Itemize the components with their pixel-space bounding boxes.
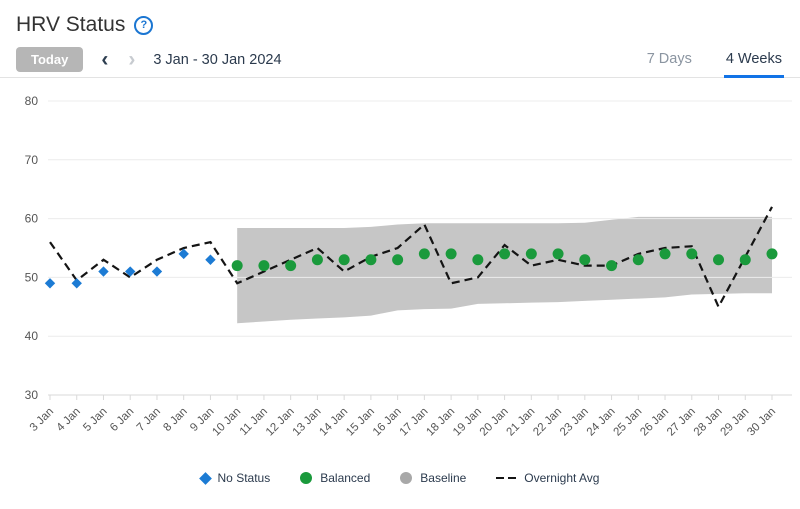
legend-item-overnight-avg: Overnight Avg — [496, 471, 599, 485]
legend-item-no-status: No Status — [198, 471, 271, 485]
svg-text:15 Jan: 15 Jan — [344, 406, 377, 439]
legend-label-overnight-avg: Overnight Avg — [524, 471, 600, 485]
svg-text:8 Jan: 8 Jan — [161, 406, 189, 434]
svg-text:30: 30 — [25, 388, 39, 402]
chart-legend: No Status Balanced Baseline Overnight Av… — [0, 460, 800, 485]
header: HRV Status ? — [0, 0, 800, 42]
svg-text:27 Jan: 27 Jan — [665, 406, 698, 439]
svg-text:80: 80 — [25, 94, 39, 108]
toolbar-left: Today ‹ › 3 Jan - 30 Jan 2024 — [16, 42, 645, 77]
svg-text:14 Jan: 14 Jan — [317, 406, 350, 439]
svg-text:25 Jan: 25 Jan — [612, 406, 645, 439]
svg-text:50: 50 — [25, 270, 39, 284]
svg-text:5 Jan: 5 Jan — [81, 406, 109, 434]
prev-period-button[interactable]: ‹ — [101, 48, 109, 71]
no-status-diamond-icon — [198, 471, 212, 485]
today-button[interactable]: Today — [16, 47, 84, 72]
svg-text:23 Jan: 23 Jan — [558, 406, 591, 439]
date-range: 3 Jan - 30 Jan 2024 — [153, 51, 282, 68]
dashed-line-icon — [496, 477, 517, 479]
svg-text:11 Jan: 11 Jan — [238, 406, 270, 438]
page-title: HRV Status — [16, 13, 126, 36]
legend-label-balanced: Balanced — [320, 471, 371, 485]
svg-text:16 Jan: 16 Jan — [371, 406, 404, 439]
svg-text:60: 60 — [25, 212, 39, 226]
svg-text:10 Jan: 10 Jan — [210, 406, 243, 439]
svg-text:20 Jan: 20 Jan — [478, 406, 511, 439]
svg-text:3 Jan: 3 Jan — [28, 406, 56, 434]
baseline-circle-icon — [400, 472, 413, 484]
balanced-circle-icon — [300, 472, 313, 484]
legend-label-baseline: Baseline — [420, 471, 467, 485]
tab-4-weeks[interactable]: 4 Weeks — [723, 42, 784, 78]
svg-text:22 Jan: 22 Jan — [531, 406, 564, 439]
svg-text:29 Jan: 29 Jan — [718, 406, 751, 439]
svg-text:18 Jan: 18 Jan — [424, 406, 457, 439]
svg-text:13 Jan: 13 Jan — [291, 406, 324, 439]
svg-text:40: 40 — [25, 329, 39, 343]
svg-text:6 Jan: 6 Jan — [108, 406, 136, 434]
legend-item-balanced: Balanced — [300, 471, 370, 485]
svg-text:7 Jan: 7 Jan — [135, 406, 163, 434]
svg-text:24 Jan: 24 Jan — [585, 406, 618, 439]
svg-text:30 Jan: 30 Jan — [745, 406, 778, 439]
svg-text:12 Jan: 12 Jan — [264, 406, 297, 439]
tab-7-days[interactable]: 7 Days — [646, 50, 692, 67]
svg-text:70: 70 — [25, 153, 39, 167]
toolbar: Today ‹ › 3 Jan - 30 Jan 2024 7 Days 4 W… — [0, 42, 800, 78]
svg-text:28 Jan: 28 Jan — [692, 406, 725, 439]
svg-text:17 Jan: 17 Jan — [398, 406, 431, 439]
svg-text:4 Jan: 4 Jan — [54, 406, 82, 434]
help-icon[interactable]: ? — [134, 15, 154, 35]
legend-item-baseline: Baseline — [400, 471, 466, 485]
next-period-button[interactable]: › — [128, 48, 136, 71]
svg-text:21 Jan: 21 Jan — [505, 406, 538, 439]
svg-text:19 Jan: 19 Jan — [451, 406, 484, 439]
range-tabs: 7 Days 4 Weeks — [645, 42, 784, 78]
svg-text:26 Jan: 26 Jan — [638, 406, 671, 439]
legend-label-no-status: No Status — [217, 471, 271, 485]
